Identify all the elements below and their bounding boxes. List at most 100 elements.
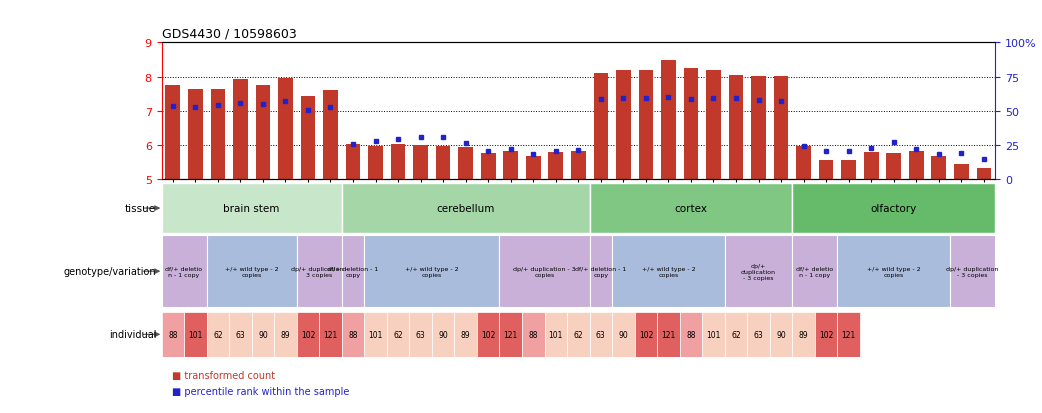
Text: ■ percentile rank within the sample: ■ percentile rank within the sample bbox=[172, 386, 349, 396]
Text: genotype/variation: genotype/variation bbox=[64, 266, 156, 277]
Text: 90: 90 bbox=[619, 330, 628, 339]
Text: +/+ wild type - 2
copies: +/+ wild type - 2 copies bbox=[867, 266, 920, 277]
Bar bbox=[635, 312, 658, 357]
Bar bbox=[702, 312, 725, 357]
Text: individual: individual bbox=[108, 330, 156, 339]
Text: 102: 102 bbox=[819, 330, 834, 339]
Text: 121: 121 bbox=[842, 330, 855, 339]
Bar bbox=[297, 312, 319, 357]
Bar bbox=[838, 312, 860, 357]
Bar bbox=[436, 147, 450, 180]
Bar bbox=[728, 76, 743, 180]
Bar bbox=[526, 157, 541, 180]
Bar bbox=[954, 164, 969, 180]
Bar bbox=[661, 60, 676, 180]
Text: 62: 62 bbox=[573, 330, 584, 339]
Bar bbox=[548, 153, 563, 180]
Bar bbox=[278, 78, 293, 180]
Bar bbox=[887, 154, 901, 180]
Text: 62: 62 bbox=[731, 330, 741, 339]
Bar bbox=[819, 161, 834, 180]
Bar bbox=[210, 89, 225, 180]
Bar bbox=[342, 184, 590, 233]
Bar bbox=[365, 235, 499, 308]
Bar bbox=[590, 235, 612, 308]
Text: df/+ deletion - 1
copy: df/+ deletion - 1 copy bbox=[575, 266, 626, 277]
Bar bbox=[233, 80, 248, 180]
Text: 90: 90 bbox=[439, 330, 448, 339]
Text: dp/+
duplication
- 3 copies: dp/+ duplication - 3 copies bbox=[741, 263, 776, 280]
Bar bbox=[255, 86, 270, 180]
Bar bbox=[594, 74, 609, 180]
Bar bbox=[184, 312, 206, 357]
Bar bbox=[658, 312, 679, 357]
Bar bbox=[567, 312, 590, 357]
Bar bbox=[751, 76, 766, 180]
Bar bbox=[725, 235, 792, 308]
Bar bbox=[499, 312, 522, 357]
Bar bbox=[188, 89, 202, 180]
Text: cerebellum: cerebellum bbox=[437, 204, 495, 214]
Bar bbox=[522, 312, 545, 357]
Text: 101: 101 bbox=[369, 330, 382, 339]
Bar bbox=[932, 157, 946, 180]
Text: GDS4430 / 10598603: GDS4430 / 10598603 bbox=[162, 28, 296, 41]
Text: 90: 90 bbox=[776, 330, 786, 339]
Bar bbox=[774, 77, 789, 180]
Bar bbox=[950, 235, 995, 308]
Bar bbox=[391, 145, 405, 180]
Bar bbox=[387, 312, 410, 357]
Bar bbox=[616, 71, 630, 180]
Bar bbox=[684, 69, 698, 180]
Bar bbox=[206, 235, 297, 308]
Bar bbox=[365, 312, 387, 357]
Bar bbox=[458, 148, 473, 180]
Text: +/+ wild type - 2
copies: +/+ wild type - 2 copies bbox=[405, 266, 458, 277]
Bar bbox=[162, 235, 206, 308]
Bar bbox=[639, 71, 653, 180]
Bar bbox=[229, 312, 251, 357]
Bar bbox=[346, 145, 361, 180]
Bar bbox=[206, 312, 229, 357]
Text: 89: 89 bbox=[799, 330, 809, 339]
Text: 63: 63 bbox=[416, 330, 425, 339]
Text: 90: 90 bbox=[258, 330, 268, 339]
Text: 101: 101 bbox=[548, 330, 563, 339]
Bar bbox=[274, 312, 297, 357]
Bar bbox=[323, 90, 338, 180]
Bar bbox=[480, 154, 496, 180]
Bar bbox=[909, 152, 923, 180]
Bar bbox=[770, 312, 792, 357]
Text: 89: 89 bbox=[280, 330, 291, 339]
Bar bbox=[571, 152, 586, 180]
Text: dp/+ duplication -
3 copies: dp/+ duplication - 3 copies bbox=[291, 266, 348, 277]
Bar bbox=[612, 312, 635, 357]
Text: 62: 62 bbox=[213, 330, 223, 339]
Text: 63: 63 bbox=[235, 330, 245, 339]
Bar bbox=[431, 312, 454, 357]
Text: 102: 102 bbox=[639, 330, 653, 339]
Text: 88: 88 bbox=[168, 330, 177, 339]
Bar bbox=[792, 312, 815, 357]
Bar bbox=[590, 184, 792, 233]
Bar bbox=[545, 312, 567, 357]
Text: +/+ wild type - 2
copies: +/+ wild type - 2 copies bbox=[642, 266, 695, 277]
Bar bbox=[725, 312, 747, 357]
Text: 88: 88 bbox=[528, 330, 538, 339]
Text: 121: 121 bbox=[503, 330, 518, 339]
Text: 89: 89 bbox=[461, 330, 471, 339]
Bar bbox=[297, 235, 342, 308]
Text: 121: 121 bbox=[662, 330, 675, 339]
Text: 101: 101 bbox=[706, 330, 721, 339]
Bar bbox=[162, 312, 184, 357]
Bar bbox=[454, 312, 477, 357]
Bar bbox=[162, 184, 342, 233]
Text: 88: 88 bbox=[687, 330, 696, 339]
Bar bbox=[792, 235, 838, 308]
Bar bbox=[319, 312, 342, 357]
Text: 88: 88 bbox=[348, 330, 357, 339]
Text: 102: 102 bbox=[481, 330, 495, 339]
Text: ■ transformed count: ■ transformed count bbox=[172, 370, 275, 380]
Text: tissue: tissue bbox=[125, 204, 156, 214]
Bar bbox=[368, 147, 382, 180]
